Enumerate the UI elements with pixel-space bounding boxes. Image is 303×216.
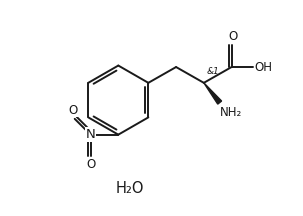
- Text: O: O: [86, 158, 95, 171]
- Text: O: O: [68, 104, 77, 117]
- Polygon shape: [204, 83, 221, 104]
- Text: H₂O: H₂O: [116, 181, 145, 196]
- Text: NH₂: NH₂: [220, 106, 242, 119]
- Text: O: O: [228, 30, 237, 43]
- Text: N: N: [86, 128, 95, 141]
- Text: OH: OH: [254, 60, 272, 73]
- Text: &1: &1: [207, 67, 220, 76]
